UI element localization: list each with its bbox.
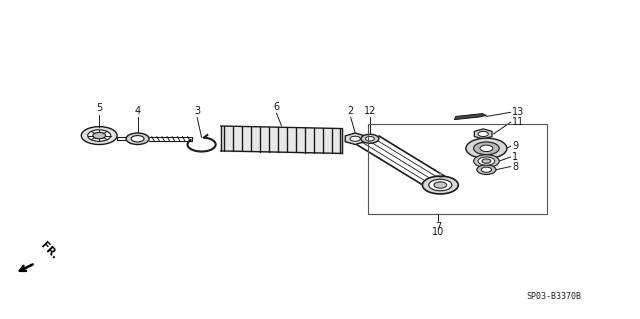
Text: 1: 1 xyxy=(512,152,518,162)
Circle shape xyxy=(478,131,488,137)
Bar xyxy=(368,124,547,214)
Text: 11: 11 xyxy=(512,117,524,127)
Circle shape xyxy=(422,176,458,194)
Circle shape xyxy=(81,127,117,145)
Circle shape xyxy=(474,155,499,167)
Circle shape xyxy=(365,137,374,141)
Text: 6: 6 xyxy=(273,102,280,112)
Circle shape xyxy=(481,167,492,172)
Circle shape xyxy=(131,136,144,142)
Text: 13: 13 xyxy=(512,107,524,117)
Text: 5: 5 xyxy=(96,103,102,113)
Circle shape xyxy=(93,132,106,139)
Text: 2: 2 xyxy=(348,107,354,116)
Text: 10: 10 xyxy=(432,227,445,237)
Circle shape xyxy=(429,179,452,191)
Circle shape xyxy=(480,145,493,152)
Circle shape xyxy=(361,134,379,143)
Polygon shape xyxy=(474,129,492,139)
Polygon shape xyxy=(345,133,365,145)
Text: 8: 8 xyxy=(512,161,518,172)
Circle shape xyxy=(126,133,149,145)
Circle shape xyxy=(434,182,447,188)
Circle shape xyxy=(466,138,507,159)
Text: 9: 9 xyxy=(512,141,518,151)
Text: SP03-B3370B: SP03-B3370B xyxy=(526,292,581,301)
Text: 4: 4 xyxy=(134,107,141,116)
Text: 7: 7 xyxy=(435,222,442,232)
Polygon shape xyxy=(454,114,486,120)
Text: 12: 12 xyxy=(364,107,376,116)
Circle shape xyxy=(88,130,111,141)
Text: 3: 3 xyxy=(194,107,200,116)
Circle shape xyxy=(350,136,360,141)
Circle shape xyxy=(478,157,495,165)
Circle shape xyxy=(477,165,496,174)
Text: FR.: FR. xyxy=(38,241,59,262)
Circle shape xyxy=(474,142,499,155)
Circle shape xyxy=(482,159,491,163)
